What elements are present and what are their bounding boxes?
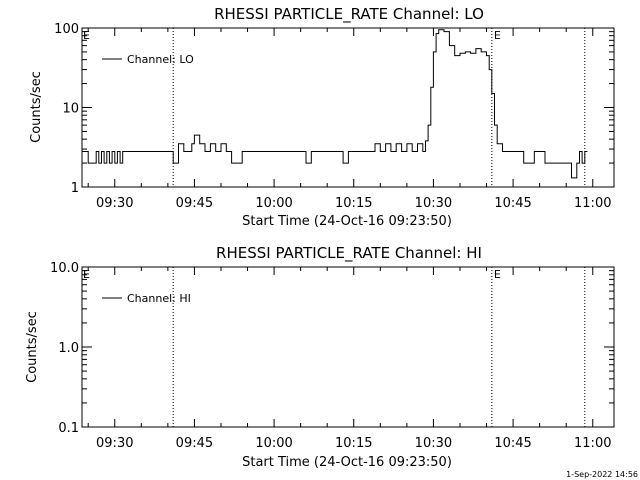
legend-label: Channel: LO	[127, 53, 194, 66]
x-tick-label: 10:45	[494, 436, 531, 451]
chart-title: RHESSI PARTICLE_RATE Channel: HI	[216, 244, 482, 263]
plot-area: 0.1 1.0 10.0 09:30 09:45 10:00 10:15 10:30 10:45…	[50, 261, 615, 451]
event-marker-label: E	[494, 29, 501, 42]
y-tick-label: 100	[54, 22, 79, 37]
y-axis-label: Counts/sec	[29, 71, 44, 143]
chart-panel-lo: RHESSI PARTICLE_RATE Channel: LO Counts/…	[29, 5, 615, 229]
generation-timestamp: 1-Sep-2022 14:56	[566, 470, 638, 479]
event-marker-label: E	[83, 268, 90, 281]
x-tick-label: 10:30	[415, 436, 452, 451]
x-tick-label: 10:30	[415, 196, 452, 211]
legend-label: Channel: HI	[127, 292, 191, 305]
event-marker-label: E	[494, 268, 501, 281]
y-axis-label: Counts/sec	[25, 311, 40, 383]
x-axis-label: Start Time (24-Oct-16 09:23:50)	[242, 455, 452, 470]
x-tick-label: 09:30	[96, 436, 133, 451]
chart-title: RHESSI PARTICLE_RATE Channel: LO	[214, 5, 484, 24]
y-tick-label: 0.1	[58, 421, 79, 436]
x-tick-label: 09:45	[176, 196, 213, 211]
x-axis-label: Start Time (24-Oct-16 09:23:50)	[242, 214, 452, 229]
chart-panel-hi: RHESSI PARTICLE_RATE Channel: HI Counts/…	[25, 244, 615, 470]
x-tick-label: 09:45	[176, 436, 213, 451]
x-tick-label: 10:00	[255, 436, 292, 451]
x-tick-label: 11:00	[574, 436, 611, 451]
x-tick-label: 09:30	[96, 196, 133, 211]
y-tick-label: 10	[62, 102, 79, 117]
x-tick-label: 11:00	[574, 196, 611, 211]
x-tick-label: 10:00	[255, 196, 292, 211]
event-marker-label: E	[83, 29, 90, 42]
y-tick-label: 1	[71, 181, 79, 196]
y-tick-label: 1.0	[58, 341, 79, 356]
series-line	[82, 29, 588, 179]
x-tick-label: 10:45	[494, 196, 531, 211]
x-tick-label: 10:15	[335, 196, 372, 211]
y-tick-label: 10.0	[50, 261, 79, 276]
plot-area: 1 10 100 09:30 09:45 10:00 10:15 10:30 10:45 11:0…	[54, 22, 615, 211]
x-tick-label: 10:15	[335, 436, 372, 451]
